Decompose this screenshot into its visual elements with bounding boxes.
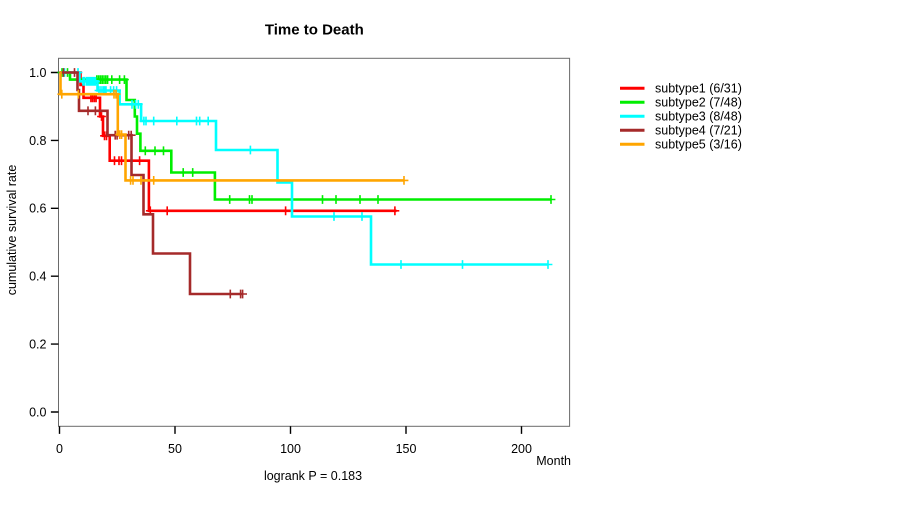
svg-text:subtype2 (7/48): subtype2 (7/48) <box>655 96 742 110</box>
svg-text:0.2: 0.2 <box>29 338 46 352</box>
svg-text:0.8: 0.8 <box>29 134 46 148</box>
svg-text:cumulative survival rate: cumulative survival rate <box>5 165 19 296</box>
svg-text:subtype3 (8/48): subtype3 (8/48) <box>655 110 742 124</box>
svg-text:50: 50 <box>168 442 182 456</box>
svg-text:Month: Month <box>536 454 571 468</box>
svg-text:100: 100 <box>280 442 301 456</box>
svg-text:subtype4 (7/21): subtype4 (7/21) <box>655 124 742 138</box>
svg-text:logrank P = 0.183: logrank P = 0.183 <box>264 469 362 483</box>
svg-text:200: 200 <box>511 442 532 456</box>
svg-text:0.4: 0.4 <box>29 270 46 284</box>
svg-text:0.6: 0.6 <box>29 202 46 216</box>
svg-text:subtype1 (6/31): subtype1 (6/31) <box>655 82 742 96</box>
svg-text:subtype5 (3/16): subtype5 (3/16) <box>655 138 742 152</box>
svg-text:0.0: 0.0 <box>29 405 46 419</box>
svg-text:1.0: 1.0 <box>29 66 46 80</box>
svg-text:Time to Death: Time to Death <box>265 22 364 39</box>
svg-text:0: 0 <box>56 442 63 456</box>
svg-text:150: 150 <box>396 442 417 456</box>
